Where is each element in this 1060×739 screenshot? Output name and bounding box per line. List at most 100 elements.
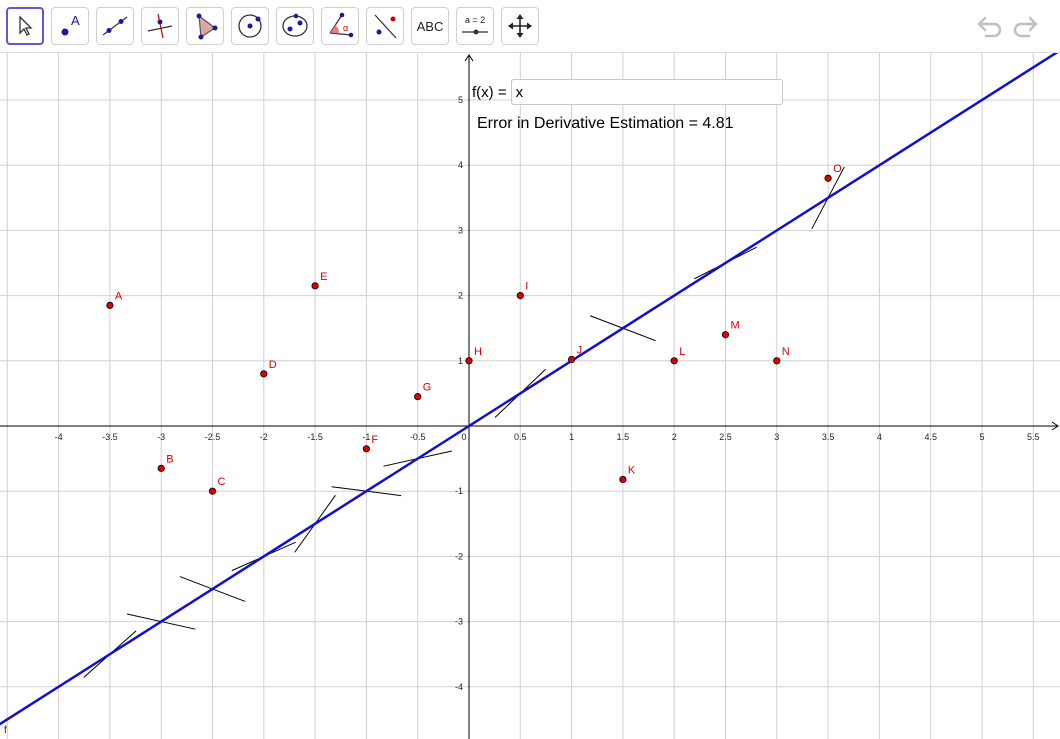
function-input-row: f(x) = [472,79,783,105]
point-label-K: K [628,464,636,476]
x-tick-label: 1.5 [617,432,630,442]
conic-tool-button[interactable] [276,7,314,45]
point-M[interactable] [721,331,730,339]
point-H[interactable] [465,357,473,365]
circle-icon [238,14,262,38]
angle-icon: α [329,12,354,38]
text-tool-button[interactable]: ABC [411,7,449,45]
x-tick-label: 3 [774,432,779,442]
undo-icon [977,16,1002,38]
x-tick-label: 0.5 [514,432,527,442]
point-F[interactable] [362,445,370,453]
x-tick-label: -3.5 [102,432,118,442]
line-tool-button[interactable] [96,7,134,45]
x-tick-label: 2 [672,432,677,442]
polygon-icon [196,13,218,40]
angle-tool-button[interactable]: α [321,7,359,45]
function-label: f [4,725,7,736]
point-J[interactable] [567,355,576,364]
redo-button[interactable] [1010,12,1040,40]
y-tick-label: 4 [458,160,463,170]
point-label-I: I [525,281,528,293]
point-tool-label: A [71,13,80,28]
line-icon [102,16,128,36]
point-C[interactable] [208,487,217,495]
x-tick-label: -1.5 [307,432,323,442]
point-N[interactable] [773,357,781,365]
y-axis-arrow [464,54,474,62]
x-tick-label: 4 [877,432,882,442]
point-label-C: C [218,476,226,488]
ellipse-icon [282,13,308,37]
perpendicular-line-icon [147,13,173,39]
x-axis-arrow [1051,421,1059,431]
point-label-H: H [474,346,482,358]
undo-button[interactable] [975,12,1005,40]
point-label-E: E [320,271,327,283]
move-arrows-icon [508,14,532,38]
x-tick-label: -4 [55,432,63,442]
tick-labels: -4 -3.5 -3 -2.5 -2 -1.5 -1 -0.5 0 0.5 1 1.5 2 2.5 3 3.5… [55,95,1040,692]
x-tick-label: -2.5 [205,432,221,442]
move-graphics-tool-button[interactable] [501,7,539,45]
y-tick-label: 1 [458,356,463,366]
point-B[interactable] [157,464,165,472]
point-E[interactable] [311,282,319,290]
tangent-segments [83,166,845,678]
x-tick-label: 3.5 [822,432,835,442]
graphics-view[interactable]: -4 -3.5 -3 -2.5 -2 -1.5 -1 -0.5 0 0.5 1 1.5 2 2.5 3 3.5… [0,53,1060,739]
point-label-A: A [115,290,123,302]
function-input-label: f(x) = [472,83,507,101]
angle-tool-label: α [343,23,348,33]
circle-tool-button[interactable] [231,7,269,45]
point-label-M: M [731,320,740,332]
point-D[interactable] [260,370,268,378]
x-tick-label: 4.5 [924,432,937,442]
point-label-N: N [782,346,790,358]
point-label-O: O [833,163,842,175]
slider-tool-button[interactable]: a = 2 [456,7,494,45]
point-O[interactable] [824,174,832,182]
y-tick-label: -1 [455,486,463,496]
function-graph[interactable]: f [0,53,1060,736]
y-tick-label: -2 [455,551,463,561]
slider-icon: a = 2 [462,15,488,35]
free-points[interactable]: A B C D E F G H I J K L M N O [106,163,842,495]
toolbar: A [0,0,1060,53]
x-tick-label: -3 [157,432,165,442]
point-I[interactable] [516,292,524,300]
function-line[interactable] [0,53,1060,726]
function-input-field[interactable] [510,79,783,105]
point-L[interactable] [670,357,678,365]
point-G[interactable] [414,393,422,401]
x-tick-label: 5 [979,432,984,442]
reflect-tool-button[interactable] [366,7,404,45]
axes [0,54,1059,739]
error-estimation-text: Error in Derivative Estimation = 4.81 [477,115,734,132]
reflect-line-icon [374,14,397,39]
x-tick-label: 1 [569,432,574,442]
point-label-F: F [371,434,378,446]
grid [0,53,1060,739]
x-tick-label: 2.5 [719,432,732,442]
point-tool-button[interactable]: A [51,7,89,45]
text-tool-label: ABC [416,18,444,34]
move-tool-button[interactable] [6,7,44,45]
x-tick-label: -2 [260,432,268,442]
y-tick-label: 2 [458,291,463,301]
point-label-B: B [166,453,173,465]
x-tick-label: -1 [362,432,370,442]
redo-icon [1013,16,1038,38]
x-tick-label: 0 [461,432,466,442]
polygon-tool-button[interactable] [186,7,224,45]
y-tick-label: -3 [455,617,463,627]
perpendicular-tool-button[interactable] [141,7,179,45]
point-icon: A [61,13,80,36]
point-K[interactable] [619,475,627,484]
point-label-L: L [679,346,685,358]
x-tick-label: 5.5 [1027,432,1040,442]
y-tick-label: 3 [458,225,463,235]
point-label-J: J [577,344,583,356]
point-A[interactable] [106,301,114,309]
point-label-D: D [269,359,277,371]
